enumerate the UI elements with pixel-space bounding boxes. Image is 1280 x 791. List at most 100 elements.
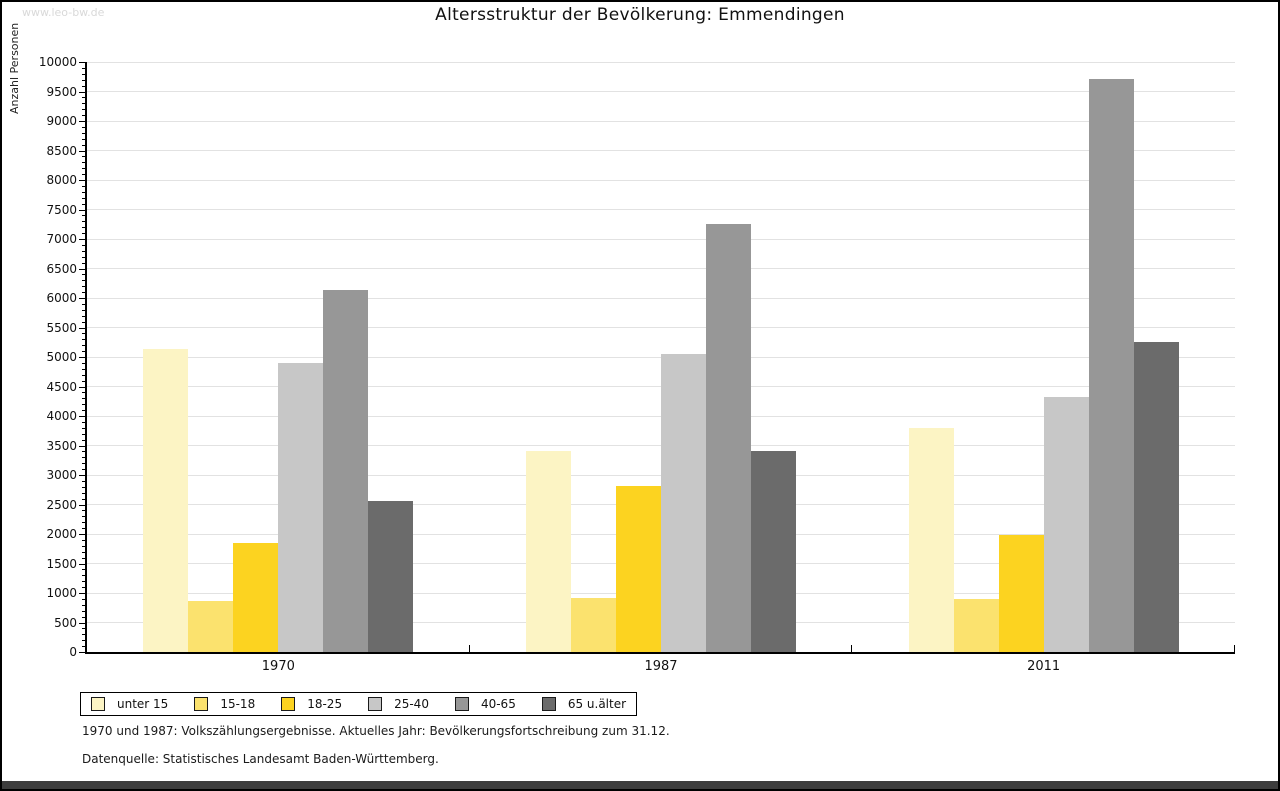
y-tick-minor bbox=[82, 79, 85, 81]
y-tick-major bbox=[79, 150, 85, 152]
y-tick-minor bbox=[82, 551, 85, 553]
y-tick-minor bbox=[82, 115, 85, 117]
y-tick-minor bbox=[82, 557, 85, 559]
y-tick-minor bbox=[82, 109, 85, 111]
footnote-data-source: Datenquelle: Statistisches Landesamt Bad… bbox=[82, 752, 439, 766]
y-tick-label: 3500 bbox=[46, 438, 77, 453]
y-tick-minor bbox=[82, 185, 85, 187]
bar-2011-25-40 bbox=[1043, 397, 1089, 652]
y-tick-minor bbox=[82, 339, 85, 341]
y-tick-major bbox=[79, 121, 85, 122]
bar-1987-65 u.älter bbox=[751, 451, 796, 652]
legend: unter 15 15-18 18-25 25-40 40-65 65 u.älter bbox=[80, 692, 638, 716]
gridline-10000 bbox=[87, 61, 1235, 63]
y-tick-label: 0 bbox=[69, 645, 77, 659]
y-tick-minor bbox=[82, 221, 85, 223]
y-tick-label: 7000 bbox=[46, 232, 77, 246]
y-tick-minor bbox=[82, 480, 85, 482]
x-boundary-tick bbox=[851, 645, 853, 652]
legend-swatch-25-40 bbox=[368, 697, 383, 711]
y-tick-minor bbox=[82, 433, 85, 435]
y-tick-label: 9000 bbox=[46, 114, 77, 128]
y-tick-major bbox=[79, 563, 85, 565]
y-tick-minor bbox=[82, 598, 85, 600]
y-tick-minor bbox=[82, 227, 85, 229]
y-tick-minor bbox=[82, 333, 85, 335]
y-tick-minor bbox=[82, 162, 85, 164]
y-tick-major bbox=[79, 475, 85, 476]
y-tick-label: 9500 bbox=[46, 84, 77, 99]
y-tick-minor bbox=[82, 410, 85, 412]
y-tick-label: 8000 bbox=[46, 173, 77, 187]
y-tick-major bbox=[79, 239, 85, 240]
y-tick-minor bbox=[82, 250, 85, 252]
y-tick-minor bbox=[82, 404, 85, 406]
gridline-8000 bbox=[87, 179, 1235, 181]
y-tick-minor bbox=[82, 85, 85, 87]
y-tick-label: 10000 bbox=[38, 55, 77, 69]
y-tick-major bbox=[79, 386, 85, 388]
gridline-9000 bbox=[87, 120, 1235, 122]
bar-1970-18-25 bbox=[233, 542, 279, 652]
bar-1987-unter 15 bbox=[526, 450, 571, 652]
y-tick-minor bbox=[82, 427, 85, 429]
bar-1970-40-65 bbox=[323, 289, 369, 652]
y-tick-minor bbox=[82, 103, 85, 105]
bar-2011-65 u.älter bbox=[1133, 341, 1179, 652]
legend-swatch-15-18 bbox=[194, 697, 209, 711]
x-tick-label-2011: 2011 bbox=[1027, 659, 1061, 674]
y-tick-minor bbox=[82, 168, 85, 170]
legend-item-label: 18-25 bbox=[307, 697, 343, 711]
y-tick-minor bbox=[82, 203, 85, 205]
y-tick-minor bbox=[82, 362, 85, 364]
y-tick-minor bbox=[82, 528, 85, 530]
y-tick-major bbox=[79, 91, 85, 93]
y-tick-minor bbox=[82, 315, 85, 317]
y-tick-major bbox=[79, 652, 85, 653]
gridline-5500 bbox=[87, 327, 1235, 328]
y-tick-minor bbox=[82, 516, 85, 518]
y-tick-minor bbox=[82, 132, 85, 134]
y-tick-label: 2000 bbox=[46, 527, 77, 541]
legend-item-40-65: 40-65 bbox=[454, 697, 516, 711]
y-tick-minor bbox=[82, 215, 85, 217]
y-tick-minor bbox=[82, 174, 85, 176]
y-tick-minor bbox=[82, 244, 85, 246]
y-tick-major bbox=[79, 593, 85, 594]
y-tick-minor bbox=[82, 309, 85, 311]
y-tick-minor bbox=[82, 292, 85, 294]
y-tick-minor bbox=[82, 587, 85, 589]
bar-2011-unter 15 bbox=[908, 427, 954, 652]
gridline-6000 bbox=[87, 297, 1235, 299]
gridline-7000 bbox=[87, 238, 1235, 240]
y-tick-minor bbox=[82, 138, 85, 140]
y-tick-label: 4000 bbox=[46, 409, 77, 423]
footnote-census-note: 1970 und 1987: Volkszählungsergebnisse. … bbox=[82, 724, 670, 738]
y-tick-minor bbox=[82, 539, 85, 541]
legend-swatch-18-25 bbox=[281, 697, 296, 711]
y-tick-minor bbox=[82, 610, 85, 612]
y-tick-minor bbox=[82, 156, 85, 158]
y-tick-major bbox=[79, 622, 85, 624]
legend-item-18-25: 18-25 bbox=[281, 697, 342, 711]
y-tick-major bbox=[79, 268, 85, 270]
y-tick-minor bbox=[82, 392, 85, 394]
legend-item-unter 15: unter 15 bbox=[91, 697, 168, 711]
x-boundary-tick bbox=[1234, 645, 1235, 652]
legend-item-15-18: 15-18 bbox=[194, 697, 255, 711]
x-boundary-tick bbox=[468, 645, 470, 652]
y-tick-minor bbox=[82, 256, 85, 258]
y-tick-minor bbox=[82, 545, 85, 547]
y-tick-minor bbox=[82, 604, 85, 606]
y-tick-minor bbox=[82, 126, 85, 128]
y-tick-minor bbox=[82, 439, 85, 441]
y-tick-minor bbox=[82, 345, 85, 347]
y-tick-minor bbox=[82, 492, 85, 494]
legend-item-65 u.älter: 65 u.älter bbox=[541, 697, 627, 711]
bar-2011-18-25 bbox=[998, 535, 1044, 652]
legend-item-label: 65 u.älter bbox=[567, 697, 627, 711]
y-tick-minor bbox=[82, 67, 85, 69]
y-tick-major bbox=[79, 180, 85, 181]
y-tick-minor bbox=[82, 280, 85, 282]
